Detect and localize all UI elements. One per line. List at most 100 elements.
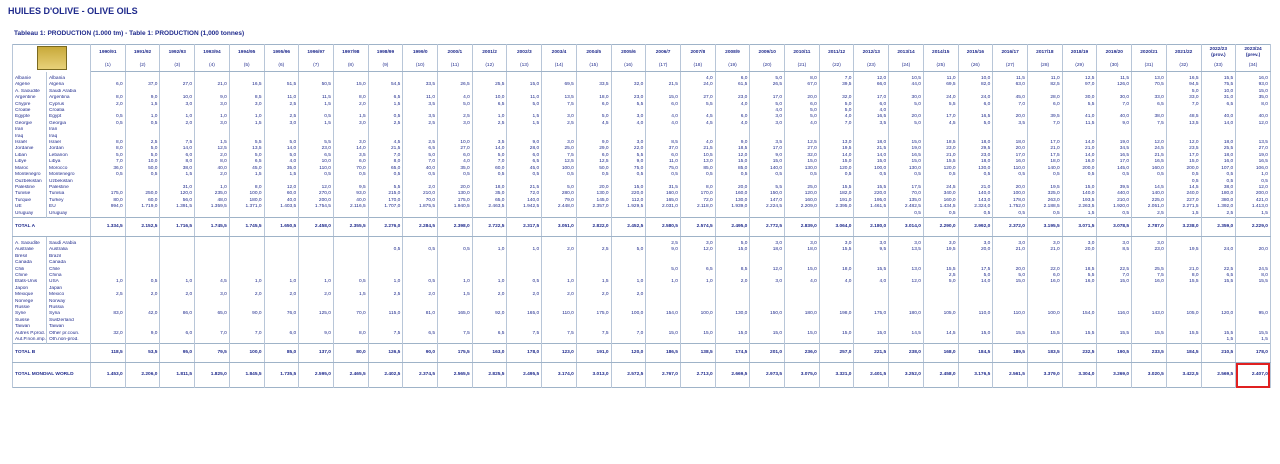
name-en: Libya xyxy=(46,159,91,166)
total-cell: 80,0 xyxy=(332,343,369,364)
name-en: Lebanon xyxy=(46,152,91,160)
name-en: Algeria xyxy=(46,82,91,89)
year-label: 1990/91 xyxy=(99,49,117,55)
column-number: (21) xyxy=(784,61,820,72)
column-number: (29) xyxy=(1061,61,1098,72)
total-cell: 2.152,5 xyxy=(124,216,161,237)
value-cell xyxy=(1165,337,1202,344)
name-en: Saudi Arabia xyxy=(46,88,91,96)
total-cell: 1.650,5 xyxy=(263,216,300,237)
year-label: 2019/20 xyxy=(1105,49,1123,55)
column-number: (31) xyxy=(1131,61,1167,72)
value-cell: 6,0 xyxy=(714,71,751,83)
value-cell xyxy=(922,337,959,344)
total-label: TOTAL A xyxy=(12,216,91,237)
value-cell xyxy=(506,236,543,248)
name-en: Syria xyxy=(46,311,91,318)
total-cell: 2.465,5 xyxy=(332,362,369,388)
column-number: (1) xyxy=(90,61,126,72)
value-cell xyxy=(194,337,230,344)
total-cell: 1.745,5 xyxy=(194,216,230,237)
year-header: 2008/9 xyxy=(714,44,751,61)
column-number: (4) xyxy=(194,61,230,72)
value-cell xyxy=(541,236,577,248)
value-cell xyxy=(263,337,300,344)
name-en: Morocco xyxy=(46,165,91,173)
value-cell: 11,0 xyxy=(922,71,959,83)
total-cell: 2.317,5 xyxy=(506,216,543,237)
value-cell: 15,5 xyxy=(1235,330,1271,338)
total-label: TOTAL B xyxy=(12,343,91,364)
total-cell: 3.013,0 xyxy=(575,362,612,388)
name-en: Canada xyxy=(46,260,91,267)
value-cell xyxy=(888,337,924,344)
value-cell xyxy=(575,71,612,83)
year-label: 2002/3 xyxy=(516,49,532,55)
total-cell: 257,0 xyxy=(818,343,855,364)
country-row: Palestine Palestine 31,0 1,0 8,0 12,0 12,0 9,5 5… xyxy=(12,184,1271,192)
year-header: 2001/2 xyxy=(471,44,508,61)
total-cell: 184,5 xyxy=(1165,343,1202,364)
value-cell: 95,0 xyxy=(1235,311,1271,318)
value-cell: 3,0 xyxy=(1096,236,1133,248)
country-row: Japon Japan xyxy=(12,285,1271,293)
value-cell xyxy=(749,337,786,344)
value-cell xyxy=(714,210,751,218)
value-cell: 200,0 xyxy=(1235,191,1271,198)
value-cell xyxy=(90,71,126,83)
year-label: 2006/7 xyxy=(655,49,671,55)
column-number: (24) xyxy=(888,61,924,72)
total-label: TOTAL MONDIAL WORLD xyxy=(12,362,91,388)
total-cell: 1.334,5 xyxy=(90,216,126,237)
column-number: (2) xyxy=(124,61,161,72)
total-cell: 189,5 xyxy=(992,343,1028,364)
total-cell: 118,5 xyxy=(90,343,126,364)
value-cell xyxy=(159,337,196,344)
column-number: (12) xyxy=(471,61,508,72)
value-cell xyxy=(645,210,681,218)
value-cell: 1,5 xyxy=(1061,210,1098,218)
value-cell xyxy=(437,337,473,344)
total-cell: 1.845,5 xyxy=(228,362,265,388)
value-cell xyxy=(298,71,334,83)
value-cell: 3,0 xyxy=(749,236,786,248)
total-cell: 201,0 xyxy=(749,343,786,364)
total-cell: 238,0 xyxy=(888,343,924,364)
value-cell: 15,5 xyxy=(1200,71,1237,83)
value-cell xyxy=(194,210,230,218)
year-label: 1996/97 xyxy=(307,49,325,55)
column-number: (22) xyxy=(818,61,855,72)
total-row: TOTAL A 1.334,5 2.152,5 1.716,5 1.745,5 1.745… xyxy=(12,216,1271,237)
total-cell: 3.014,0 xyxy=(888,216,924,237)
total-cell: 3.051,0 xyxy=(541,216,577,237)
year-header: 2004/5 xyxy=(575,44,612,61)
value-cell xyxy=(332,236,369,248)
total-cell: 123,0 xyxy=(541,343,577,364)
value-cell: 5,0 xyxy=(749,71,786,83)
column-number: (32) xyxy=(1165,61,1202,72)
year-header: 1990/91 xyxy=(90,44,126,61)
year-header: 2007/8 xyxy=(679,44,716,61)
column-number: (34) xyxy=(1235,61,1271,72)
value-cell xyxy=(1131,337,1167,344)
total-cell: 236,0 xyxy=(784,343,820,364)
column-number: (28) xyxy=(1026,61,1063,72)
name-en: Norway xyxy=(46,298,91,305)
total-cell: 3.075,0 xyxy=(784,362,820,388)
total-cell: 3.195,5 xyxy=(1026,216,1063,237)
logo xyxy=(36,46,67,71)
value-cell xyxy=(1165,236,1202,248)
value-cell xyxy=(575,210,612,218)
country-row: Argentine Argentina 8,0 9,0 10,0 9,0 8,5 11,0 11… xyxy=(12,95,1271,102)
country-row: Iran Iran xyxy=(12,127,1271,134)
country-row: Norvège Norway xyxy=(12,298,1271,305)
total-cell: 3.379,0 xyxy=(1026,362,1063,388)
country-row: Syrie Syria 83,0 42,0 86,0 65,0 90,0 76,0 125,0 7… xyxy=(12,311,1271,318)
column-number: (17) xyxy=(645,61,681,72)
table-body: Albanie Albania 4,0 6,0 5,0 8,0 7,0 12,0 10,5 11,… xyxy=(12,71,1271,388)
column-number: (9) xyxy=(367,61,404,72)
column-number: (6) xyxy=(263,61,300,72)
country-row: A. Saoudite Saudi Arabia 2,5 3,0 5,0 3,0 3,0 3,… xyxy=(12,236,1271,248)
year-header: 1995/96 xyxy=(263,44,300,61)
value-cell: 0,5 xyxy=(922,210,959,218)
